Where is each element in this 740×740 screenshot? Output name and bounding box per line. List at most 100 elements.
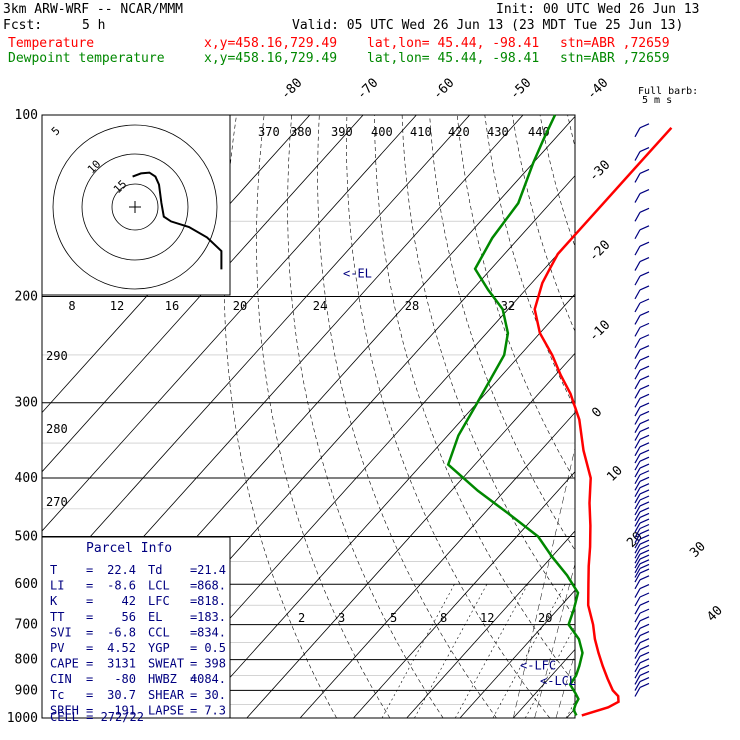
parcel-equals: = (190, 657, 197, 671)
wind-speed-label: 32 (501, 299, 515, 313)
wind-barb-flag (639, 575, 650, 581)
wind-barb-flag (639, 310, 650, 317)
theta-e-label: 280 (46, 422, 68, 436)
wind-barb-flag (639, 489, 650, 495)
parcel-equals: = (190, 579, 197, 593)
mixing-ratio-line (492, 584, 566, 718)
parcel-param-value: 30. (204, 688, 226, 702)
wind-barb-flag (639, 539, 650, 545)
isotherm-line (406, 530, 575, 718)
hodograph-ring (111, 183, 159, 231)
theta-label: 370 (258, 125, 280, 139)
isotherm-line (513, 648, 575, 718)
dry-adiabat (346, 115, 551, 718)
wind-barb (634, 349, 641, 359)
wind-barb-flag (639, 434, 650, 440)
wind-barb-flag (639, 495, 650, 501)
dewpoint-profile (446, 114, 584, 716)
wind-speed-label: 12 (110, 299, 124, 313)
level-marker-lcl: <-LCL (540, 674, 576, 688)
parcel-param-name: Td (148, 563, 162, 577)
init-time: Init: 00 UTC Wed 26 Jun 13 (496, 2, 700, 17)
parcel-param-value: 3131 (107, 657, 136, 671)
wind-barb (634, 245, 641, 256)
plot-frame (41, 114, 576, 719)
isotherm-line (459, 589, 575, 718)
parcel-param-name: SVI (50, 625, 72, 639)
wind-barb (634, 229, 641, 240)
temperature-station: stn=ABR ,72659 (560, 36, 670, 51)
level-marker-lfc: <-LFC (520, 658, 556, 672)
parcel-param-name: CAPE (50, 657, 79, 671)
wind-barb-flag (639, 608, 650, 614)
isotherm-label: -10 (586, 318, 613, 345)
parcel-equals: = (190, 688, 197, 702)
parcel-equals: = (190, 672, 197, 686)
moist-adiabat (620, 297, 740, 719)
wind-barb-flag (639, 355, 650, 361)
dry-adiabat (256, 115, 391, 718)
parcel-param-value: 30.7 (107, 688, 136, 702)
wind-speed-label: 20 (233, 299, 247, 313)
wind-barb (634, 558, 641, 569)
parcel-param-value: 834. (197, 625, 226, 639)
parcel-param-name: CIN (50, 672, 72, 686)
wind-barb-flag (639, 584, 650, 590)
parcel-param-value: 183. (197, 610, 226, 624)
isotherm-line (727, 115, 740, 718)
dry-adiabat (650, 115, 740, 718)
wind-barb (634, 543, 641, 554)
temperature-legend-label: Temperature (8, 36, 95, 51)
wind-barb (634, 604, 641, 615)
wind-barb-flag (639, 534, 650, 540)
moist-adiabat (513, 446, 575, 718)
wind-barb-flag (639, 638, 650, 644)
wind-barb (634, 596, 641, 607)
wind-barb-flag (639, 375, 650, 381)
wind-barb (634, 302, 641, 313)
wind-barb-flag (639, 631, 650, 637)
temperature-latlon: lat,lon= 45.44, -98.41 (367, 36, 540, 51)
wind-barb-flag (639, 568, 650, 574)
forecast-label: Fcst: (3, 18, 43, 33)
parcel-param-value: -6.8 (107, 625, 136, 639)
wind-barb-flag (639, 345, 650, 351)
isotherm-label: 30 (687, 539, 709, 561)
dry-adiabat (456, 115, 575, 482)
wind-barb-flag (639, 257, 650, 263)
parcel-param-name: T (50, 563, 57, 577)
parcel-param-value: -80 (114, 672, 136, 686)
parcel-equals: = (86, 625, 93, 639)
parcel-info-title: Parcel Info (86, 541, 172, 556)
wind-barb (634, 533, 641, 544)
isotherm-label: -20 (586, 238, 613, 265)
isotherm-label: -50 (507, 76, 534, 103)
isotherm-label: -70 (354, 76, 381, 103)
parcel-param-value: 7.3 (204, 703, 226, 717)
wind-barb-flag (639, 664, 650, 670)
wind-barb (634, 635, 641, 645)
parcel-param-name: YGP (148, 641, 170, 655)
wind-barb (634, 522, 641, 533)
wind-barb (634, 151, 641, 161)
wind-barb (634, 655, 641, 666)
wind-barb-flag (639, 470, 650, 476)
isotherm-line (42, 115, 470, 591)
wind-barb-flag (639, 651, 650, 657)
theta-label: 420 (448, 125, 470, 139)
wind-barb (634, 369, 641, 380)
hodograph-box (41, 114, 231, 296)
parcel-equals: = (86, 703, 93, 717)
wind-barb (634, 499, 641, 510)
parcel-param-value: 868. (197, 579, 226, 593)
dry-adiabat (706, 115, 740, 718)
pressure-tick-label: 300 (15, 396, 38, 411)
dry-adiabat (287, 115, 444, 718)
parcel-param-value: 21.4 (197, 563, 226, 577)
dewpoint-latlon: lat,lon= 45.44, -98.41 (367, 51, 540, 66)
dry-adiabat (733, 115, 740, 718)
wind-barb (634, 528, 641, 538)
parcel-info-box (41, 536, 231, 719)
wind-barb-flag (639, 623, 650, 629)
isotherm-label: -80 (278, 76, 305, 103)
